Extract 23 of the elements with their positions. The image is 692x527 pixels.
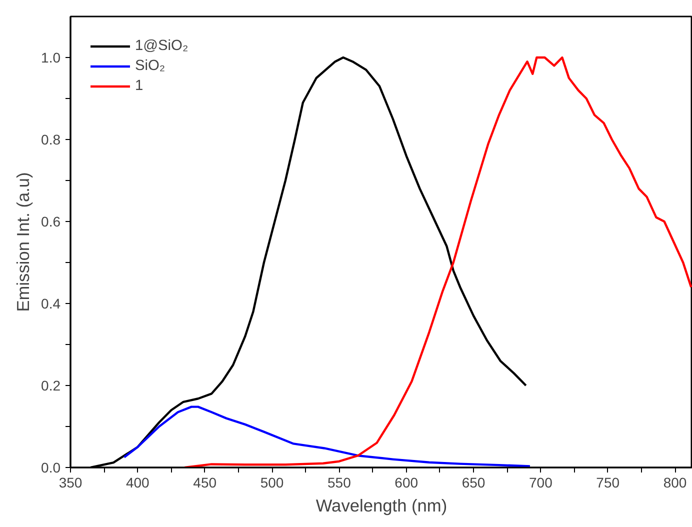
line-series [123, 406, 532, 468]
x-tick-label: 700 [529, 474, 553, 490]
line-series [184, 56, 692, 468]
x-tick-label: 350 [58, 474, 82, 490]
x-tick-label: 450 [193, 474, 217, 490]
y-tick-label: 0.4 [41, 296, 61, 312]
legend-label: 1 [135, 78, 144, 94]
x-tick-label: 750 [596, 474, 620, 490]
y-tick-label: 0.0 [41, 460, 61, 476]
x-tick-label: 500 [260, 474, 284, 490]
x-tick-label: 650 [462, 474, 486, 490]
x-axis-title: Wavelength (nm) [316, 496, 448, 516]
legend-label: 1@SiO₂ [135, 38, 188, 54]
x-tick-label: 600 [394, 474, 418, 490]
legend-label: SiO₂ [135, 58, 166, 74]
y-tick-label: 0.6 [41, 214, 61, 230]
y-tick-label: 1.0 [41, 50, 61, 66]
x-tick-label: 800 [663, 474, 687, 490]
y-tick-label: 0.8 [41, 132, 61, 148]
y-axis-title: Emission Int. (a.u) [13, 172, 34, 312]
y-tick-label: 0.2 [41, 378, 61, 394]
x-tick-label: 550 [328, 474, 352, 490]
x-tick-label: 400 [126, 474, 150, 490]
